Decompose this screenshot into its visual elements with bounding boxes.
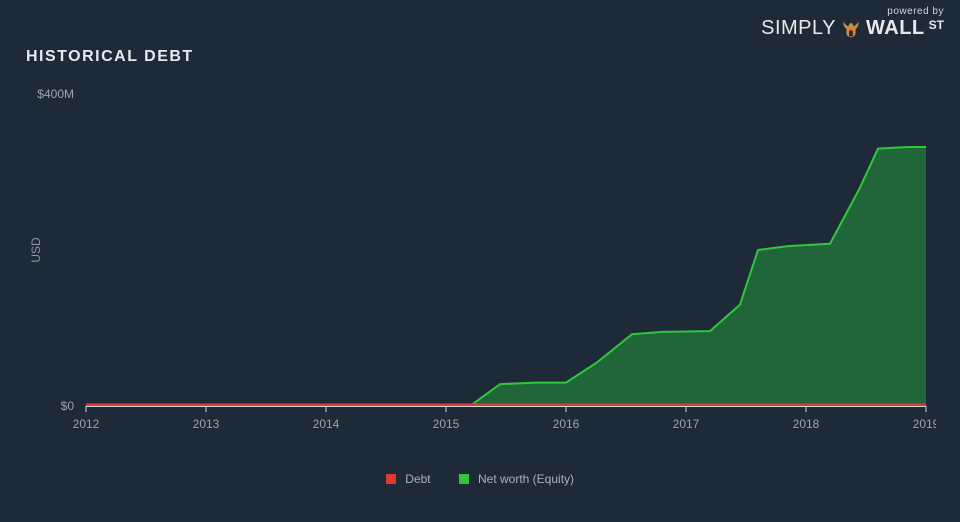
chart-title: HISTORICAL DEBT (26, 48, 194, 66)
powered-by-text: powered by (761, 6, 944, 17)
brand-word-simply: SIMPLY (761, 17, 836, 40)
branding: powered by SIMPLY WALL ST (761, 6, 944, 40)
chart-svg: $0 $400M USD 2012 2013 2014 2015 2016 2017 2018 20… (26, 82, 936, 462)
legend-item-debt: Debt (386, 471, 431, 486)
svg-text:2012: 2012 (73, 417, 100, 431)
legend-label-equity: Net worth (Equity) (478, 472, 574, 486)
svg-text:2018: 2018 (793, 417, 820, 431)
brand-suffix-st: ST (929, 18, 944, 32)
svg-text:2015: 2015 (433, 417, 460, 431)
brand-line: SIMPLY WALL ST (761, 17, 944, 40)
svg-text:2016: 2016 (553, 417, 580, 431)
historical-debt-chart: $0 $400M USD 2012 2013 2014 2015 2016 2017 2018 20… (26, 82, 936, 462)
svg-text:2013: 2013 (193, 417, 220, 431)
legend-swatch-equity (459, 474, 469, 484)
svg-text:2014: 2014 (313, 417, 340, 431)
legend-label-debt: Debt (405, 472, 430, 486)
chart-legend: Debt Net worth (Equity) (0, 471, 960, 486)
svg-text:2019: 2019 (913, 417, 936, 431)
bull-icon (840, 18, 862, 40)
svg-text:2017: 2017 (673, 417, 700, 431)
svg-text:$400M: $400M (37, 87, 74, 101)
brand-word-wall: WALL (866, 17, 925, 40)
legend-swatch-debt (386, 474, 396, 484)
svg-text:$0: $0 (61, 399, 75, 413)
svg-text:USD: USD (29, 237, 43, 263)
legend-item-equity: Net worth (Equity) (459, 471, 574, 486)
